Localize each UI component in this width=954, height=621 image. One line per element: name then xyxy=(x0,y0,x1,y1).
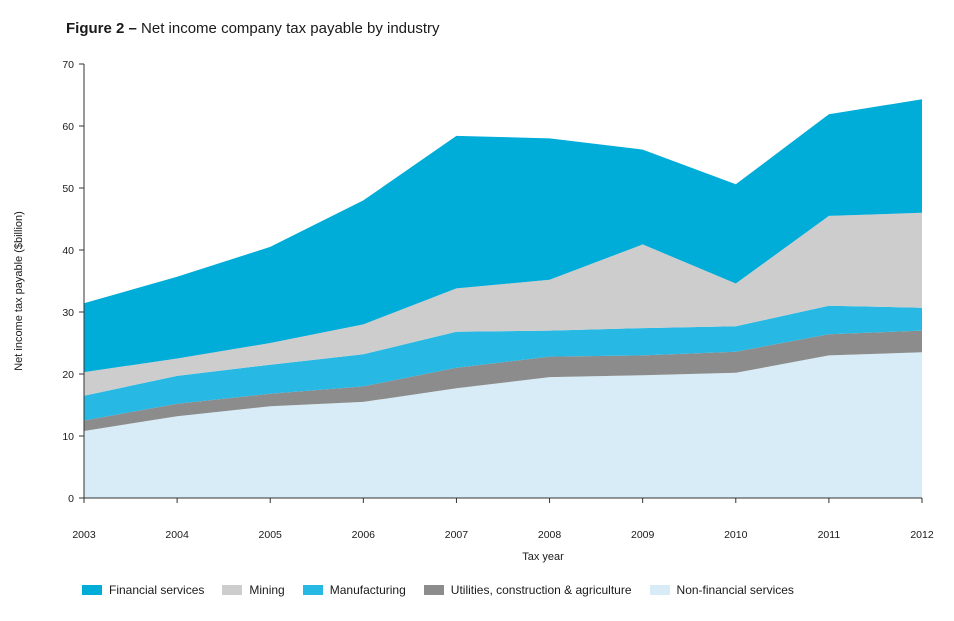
legend-swatch xyxy=(82,585,102,595)
x-tick-label: 2003 xyxy=(72,529,96,541)
x-tick-label: 2009 xyxy=(631,529,655,541)
legend-label: Utilities, construction & agriculture xyxy=(450,583,632,597)
figure-number: Figure 2 – xyxy=(66,20,137,37)
stacked-area-chart: 0 10 20 30 40 50 60 70 2003 2004 2005 2006 2007 2008 2… xyxy=(13,59,934,563)
y-tick-label: 40 xyxy=(62,245,74,257)
x-tick-label: 2008 xyxy=(538,529,562,541)
legend-label: Financial services xyxy=(109,583,205,597)
y-tick-label: 70 xyxy=(62,59,74,71)
legend-swatch xyxy=(649,585,670,595)
legend-label: Manufacturing xyxy=(329,583,406,597)
y-tick-label: 50 xyxy=(62,183,74,195)
y-axis-title: Net income tax payable ($billion) xyxy=(13,211,25,371)
area-manufacturing xyxy=(84,305,922,421)
x-tick-label: 2012 xyxy=(910,529,934,541)
figure-title-text: Net income company tax payable by indust… xyxy=(141,20,440,37)
chart-title: Figure 2 – Net income company tax payabl… xyxy=(66,20,440,37)
legend-item-financial-services: Financial services xyxy=(82,583,204,597)
x-tick-label: 2005 xyxy=(259,529,283,541)
legend-item-mining: Mining xyxy=(222,583,285,597)
legend-label: Mining xyxy=(249,583,285,597)
area-financial-services xyxy=(84,99,922,373)
x-tick-label: 2011 xyxy=(818,529,841,541)
y-tick-label: 10 xyxy=(62,431,74,443)
legend-swatch xyxy=(423,585,444,595)
x-tick-label: 2006 xyxy=(352,529,376,541)
x-axis-title: Tax year xyxy=(522,551,564,563)
y-tick-label: 30 xyxy=(62,307,74,319)
x-tick-label: 2007 xyxy=(445,529,469,541)
legend-label: Non-financial services xyxy=(676,583,794,597)
chart-legend: Financial services Mining Manufacturing Uti… xyxy=(82,583,812,597)
legend-swatch xyxy=(222,585,243,595)
y-tick-label: 0 xyxy=(68,493,74,505)
legend-item-manufacturing: Manufacturing xyxy=(302,583,406,597)
x-tick-label: 2010 xyxy=(724,529,748,541)
y-tick-label: 20 xyxy=(62,369,74,381)
legend-swatch xyxy=(302,585,323,595)
legend-item-non-financial-services: Non-financial services xyxy=(649,583,794,597)
legend-item-utilities-construction-agriculture: Utilities, construction & agriculture xyxy=(423,583,632,597)
x-tick-label: 2004 xyxy=(165,529,189,541)
y-tick-label: 60 xyxy=(62,121,74,133)
area-non-financial-services xyxy=(84,352,922,498)
area-mining xyxy=(84,212,922,396)
area-utilities-construction-agriculture xyxy=(84,330,922,431)
